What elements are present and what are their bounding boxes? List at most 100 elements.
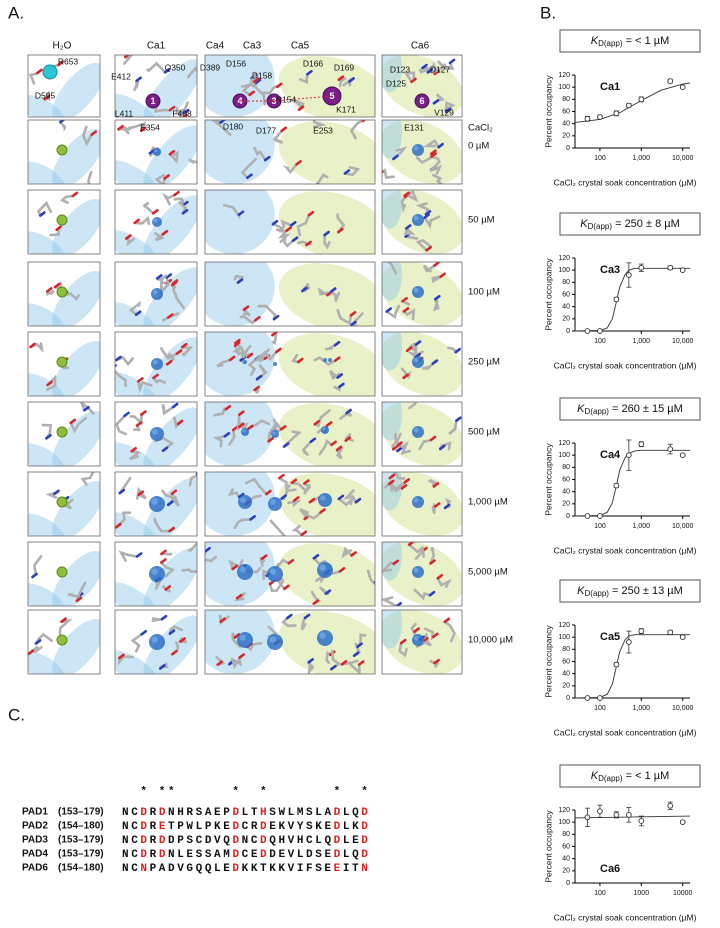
cell-border bbox=[27, 261, 101, 327]
side-chain bbox=[186, 66, 197, 79]
sequence-segment: QHVHCLQ bbox=[269, 835, 333, 847]
density-mesh bbox=[151, 568, 158, 575]
atom-bond bbox=[166, 500, 174, 507]
atom-bond bbox=[431, 359, 439, 365]
cell-border bbox=[114, 541, 198, 607]
density-mesh bbox=[152, 289, 158, 295]
side-chain bbox=[382, 168, 395, 179]
ribbon bbox=[52, 270, 100, 326]
atom-bond bbox=[152, 373, 159, 380]
density-mesh bbox=[151, 636, 158, 643]
atom-bond bbox=[175, 349, 183, 355]
y-tick-label: 100 bbox=[558, 819, 570, 826]
y-tick-label: 20 bbox=[562, 868, 570, 875]
atom-bond bbox=[437, 142, 444, 149]
atom-bond bbox=[325, 421, 333, 427]
atom-bond bbox=[199, 568, 203, 571]
protein-name: PAD4 bbox=[22, 849, 48, 860]
protein-name: PAD3 bbox=[22, 835, 48, 846]
atom-bond bbox=[307, 210, 315, 217]
residue-label: D156 bbox=[226, 58, 247, 68]
kd-label: KD(app) = < 1 µM bbox=[591, 35, 670, 48]
atom-bond bbox=[130, 446, 137, 453]
x-tick-label: 10000 bbox=[673, 890, 693, 897]
atom-bond bbox=[53, 282, 61, 289]
density-mesh bbox=[150, 427, 164, 441]
atom-bond bbox=[165, 359, 173, 366]
side-chain bbox=[45, 289, 55, 296]
atom-bond bbox=[36, 68, 43, 75]
cell-border bbox=[204, 471, 376, 537]
atom-bond bbox=[155, 274, 163, 280]
ribbon bbox=[52, 618, 100, 674]
structure-cell bbox=[205, 542, 375, 606]
atom-bond bbox=[168, 526, 175, 533]
atom-bond bbox=[236, 278, 244, 284]
density-mesh bbox=[239, 634, 246, 641]
residue-range: (154–180) bbox=[58, 863, 104, 874]
data-point bbox=[638, 441, 645, 448]
atom-bond bbox=[337, 75, 345, 81]
atom-bond bbox=[135, 552, 143, 558]
x-tick-label: 1,000 bbox=[633, 523, 651, 530]
residue-label: D127 bbox=[430, 64, 451, 74]
atom-bond bbox=[439, 272, 446, 279]
water-density bbox=[56, 496, 68, 508]
cell-border bbox=[204, 119, 376, 185]
ribbon bbox=[382, 610, 402, 649]
side-chain bbox=[115, 414, 128, 436]
atom-bond bbox=[173, 190, 180, 197]
atom-bond bbox=[163, 174, 170, 180]
cell-border bbox=[381, 401, 463, 467]
side-chain bbox=[428, 478, 439, 488]
side-chain bbox=[133, 215, 151, 226]
atom-bond bbox=[303, 479, 310, 485]
conservation-stars: * ** * * * * bbox=[122, 786, 370, 798]
panel-label: C. bbox=[8, 705, 25, 724]
atom-bond bbox=[356, 642, 363, 649]
cell-border bbox=[204, 541, 376, 607]
data-point bbox=[679, 84, 686, 91]
ribbon bbox=[52, 128, 100, 184]
y-tick-label: 60 bbox=[562, 658, 570, 665]
ribbon bbox=[115, 372, 157, 396]
residue-label: Q350 bbox=[165, 62, 186, 72]
chart-title: Ca4 bbox=[600, 449, 621, 461]
atom-bond bbox=[428, 590, 436, 597]
atom-bond bbox=[405, 346, 413, 353]
atom-bond bbox=[219, 617, 226, 623]
side-chain bbox=[211, 120, 232, 136]
y-tick-label: 20 bbox=[562, 683, 570, 690]
side-chain bbox=[246, 641, 263, 652]
atom-bond bbox=[69, 418, 77, 425]
density-mesh bbox=[152, 429, 158, 435]
residue-label: N154 bbox=[276, 94, 297, 104]
atom-bond bbox=[307, 658, 314, 664]
atom-bond bbox=[59, 120, 66, 124]
y-tick-label: 60 bbox=[562, 476, 570, 483]
side-chain bbox=[436, 576, 452, 589]
atom-bond bbox=[338, 382, 345, 389]
atom-bond bbox=[115, 355, 122, 362]
side-chain bbox=[317, 287, 330, 297]
atom-bond bbox=[199, 160, 203, 163]
data-point bbox=[626, 812, 632, 818]
atom-bond bbox=[159, 558, 167, 564]
side-chain bbox=[315, 173, 329, 184]
sequence-segment: NC bbox=[122, 821, 140, 833]
ribbon bbox=[28, 443, 65, 466]
side-chain bbox=[58, 618, 73, 636]
ion-label: 6 bbox=[419, 96, 424, 106]
residue-label: E354 bbox=[140, 122, 160, 132]
atom-bond bbox=[181, 208, 189, 215]
cell-border bbox=[114, 609, 198, 675]
atom-bond bbox=[425, 246, 432, 252]
side-chain bbox=[278, 219, 293, 233]
side-chain bbox=[307, 661, 315, 674]
x-tick-label: 10,000 bbox=[672, 523, 694, 530]
density-mesh bbox=[267, 566, 283, 582]
side-chain bbox=[168, 625, 184, 635]
atom-bond bbox=[392, 559, 400, 566]
ribbon bbox=[382, 55, 462, 117]
side-chain bbox=[403, 226, 416, 235]
